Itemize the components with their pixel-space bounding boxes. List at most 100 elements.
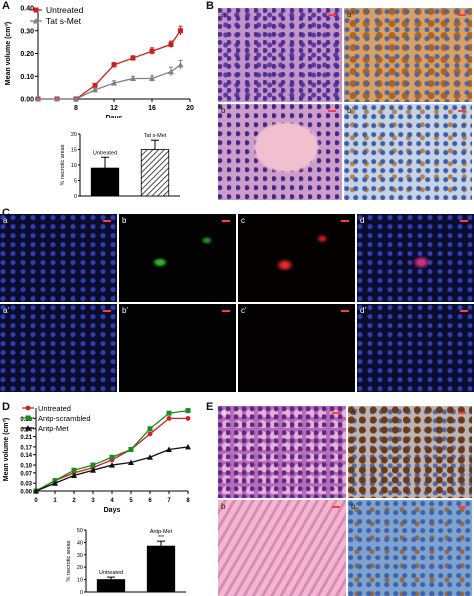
scale-bar — [103, 220, 111, 222]
y-tick-label: 30 — [77, 553, 83, 559]
scale-bar — [103, 310, 111, 312]
y-tick-label: 20 — [71, 132, 77, 138]
panel-a-bar-chart: 0 5 10 15 20 % necrotic areas Untreated Tat s-M… — [60, 132, 180, 200]
data-point — [33, 488, 39, 494]
data-point — [149, 75, 155, 82]
data-point — [185, 443, 191, 450]
scale-bar — [460, 310, 468, 312]
data-point — [35, 96, 41, 102]
data-point — [166, 415, 172, 421]
micrograph-e-b: b — [218, 500, 346, 596]
y-tick-label: 10 — [77, 578, 83, 584]
series-line — [38, 30, 182, 100]
x-tick-label: 12 — [110, 105, 118, 112]
data-point — [177, 61, 184, 68]
scale-bar — [332, 412, 340, 414]
data-point — [90, 467, 96, 473]
x-tick-label: 0 — [34, 498, 38, 504]
fluorescence-c-d-prime: d' — [357, 304, 474, 392]
data-point — [149, 48, 155, 54]
y-axis-label: Mean volume (cm³) — [3, 418, 10, 481]
micrograph-label: b' — [122, 306, 128, 315]
x-tick-label: 2 — [72, 498, 76, 504]
data-point — [109, 454, 115, 460]
data-point — [33, 18, 39, 24]
data-point — [25, 425, 31, 431]
y-axis-label: % necrotic areas — [66, 540, 72, 581]
fluorescence-c-b-prime: b' — [119, 304, 236, 392]
x-tick-label: 3 — [91, 498, 95, 504]
bar-category-label: Untreated — [99, 570, 123, 576]
micrograph-e-b-prime: b' — [348, 500, 472, 596]
y-axis-label: % necrotic areas — [60, 144, 66, 185]
y-tick-label: 40 — [77, 540, 83, 546]
micrograph-label: b' — [347, 106, 353, 115]
bar-category-label: Antp-Met — [150, 529, 173, 535]
panel-label-a: A — [2, 0, 10, 12]
fluorescence-c-c: c — [238, 214, 355, 302]
x-tick-label: 1 — [53, 498, 57, 504]
micrograph-label: a — [3, 216, 8, 225]
x-tick-label: 16 — [148, 105, 156, 112]
series-line — [35, 446, 189, 492]
data-point — [185, 415, 191, 421]
data-point — [73, 96, 79, 102]
data-point — [168, 41, 174, 47]
bar-category-label: Untreated — [93, 150, 117, 156]
bar-category-label: Tat s-Met — [144, 133, 167, 139]
data-point — [130, 55, 136, 61]
scale-bar — [332, 506, 340, 508]
y-tick-label: 50 — [77, 528, 83, 534]
x-axis-label: Days — [104, 507, 121, 514]
micrograph-label: a' — [351, 408, 357, 417]
legend-label: Antp-Met — [38, 424, 69, 433]
x-axis-label: Days — [106, 115, 123, 118]
y-tick-label: 0.00 — [20, 97, 34, 104]
y-tick-label: 0.00 — [20, 490, 32, 496]
data-point — [33, 7, 39, 13]
y-tick-label: 0.07 — [20, 471, 32, 477]
micrograph-label: d' — [360, 306, 366, 315]
scale-bar — [222, 220, 230, 222]
fluorescence-c-a-prime: a' — [0, 304, 117, 392]
y-tick-label: 10 — [71, 163, 77, 169]
y-tick-label: 0.03 — [20, 482, 32, 488]
scale-bar — [328, 14, 336, 16]
data-point — [128, 459, 134, 465]
y-tick-label: 0.21 — [20, 435, 32, 441]
micrograph-label: a — [221, 408, 226, 417]
panel-label-d: D — [2, 401, 10, 413]
bar — [146, 545, 176, 593]
y-tick-label: 0.17 — [20, 445, 32, 451]
panel-label-c: C — [2, 207, 10, 219]
data-point — [166, 410, 172, 416]
fluorescence-c-a: a — [0, 214, 117, 302]
data-point — [71, 472, 77, 478]
scale-bar — [458, 110, 466, 112]
scale-bar — [328, 110, 336, 112]
y-tick-label: 0.10 — [20, 74, 34, 81]
panel-label-b: B — [206, 0, 214, 12]
x-tick-label: 4 — [110, 498, 114, 504]
data-point — [178, 28, 183, 34]
data-point — [166, 446, 172, 452]
data-point — [111, 62, 117, 68]
panel-d-line-chart: 0.000.030.070.100.140.170.210.240.280123… — [3, 404, 191, 514]
y-tick-label: 5 — [74, 179, 77, 185]
x-tick-label: 8 — [186, 498, 190, 504]
data-point — [90, 462, 96, 468]
micrograph-label: d — [360, 216, 365, 225]
x-tick-label: 5 — [129, 498, 133, 504]
fluorescence-c-d: d — [357, 214, 474, 302]
data-point — [52, 480, 58, 486]
y-tick-label: 0.20 — [20, 51, 34, 58]
data-point — [130, 75, 136, 82]
x-tick-label: 6 — [148, 498, 152, 504]
data-point — [147, 426, 153, 432]
y-tick-label: 0.14 — [20, 453, 32, 459]
y-tick-label: 0.40 — [20, 6, 34, 13]
data-point — [147, 454, 153, 460]
data-point — [92, 82, 98, 88]
panel-d-bar-chart: 0 10 20 30 40 50 % necrotic areas Untreated Antp… — [66, 528, 186, 596]
micrograph-e-a: a — [218, 406, 346, 498]
